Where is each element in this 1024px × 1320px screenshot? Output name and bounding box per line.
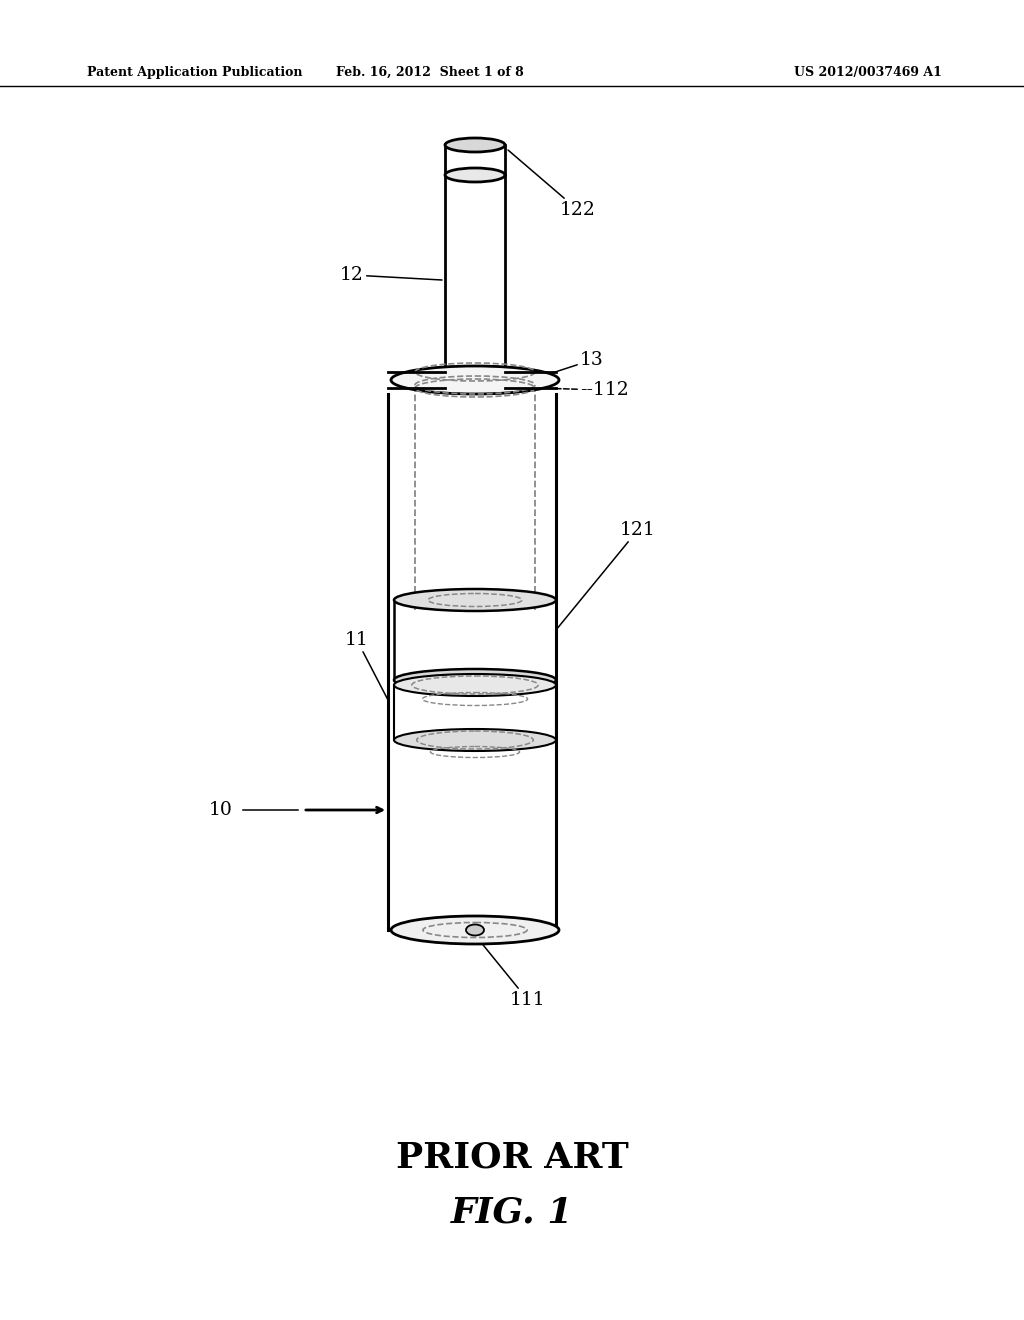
Ellipse shape (391, 366, 559, 393)
Ellipse shape (394, 589, 556, 611)
Text: Patent Application Publication: Patent Application Publication (87, 66, 302, 79)
Ellipse shape (394, 675, 556, 696)
Text: US 2012/0037469 A1: US 2012/0037469 A1 (795, 66, 942, 79)
Ellipse shape (445, 168, 505, 182)
Text: FIG. 1: FIG. 1 (451, 1196, 573, 1229)
Text: 111: 111 (475, 935, 546, 1008)
Text: 12: 12 (340, 267, 442, 284)
Text: 122: 122 (508, 150, 596, 219)
Ellipse shape (394, 729, 556, 751)
Text: --112: --112 (535, 381, 629, 399)
Text: 13: 13 (546, 351, 604, 375)
Ellipse shape (445, 139, 505, 152)
Ellipse shape (466, 924, 484, 936)
Ellipse shape (391, 916, 559, 944)
Text: 11: 11 (345, 631, 388, 700)
Text: Feb. 16, 2012  Sheet 1 of 8: Feb. 16, 2012 Sheet 1 of 8 (336, 66, 524, 79)
Text: PRIOR ART: PRIOR ART (395, 1140, 629, 1175)
Ellipse shape (394, 669, 556, 690)
Text: 121: 121 (556, 521, 655, 630)
Text: 10: 10 (209, 801, 233, 818)
